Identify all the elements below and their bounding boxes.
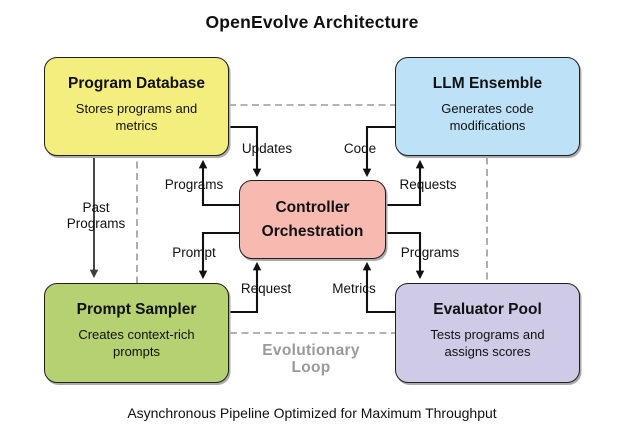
node-evaluator-pool-title: Evaluator Pool <box>433 301 542 318</box>
node-program-database-subtitle: Stores programs and metrics <box>75 101 198 134</box>
node-evaluator-pool-subtitle: Tests programs and assigns scores <box>430 327 545 360</box>
edge-request-arrow <box>229 261 262 314</box>
node-prompt-sampler-title: Prompt Sampler <box>76 301 197 318</box>
node-evaluator-pool: Evaluator Pool Tests programs and assign… <box>395 283 580 383</box>
edge-prompt-arrow <box>198 231 239 280</box>
edge-label-programs-to-evaluator: Programs <box>400 245 460 260</box>
edge-updates-arrow <box>229 125 262 178</box>
diagram-title: OpenEvolve Architecture <box>205 12 419 32</box>
loop-label-line1: Evolutionary <box>262 342 360 359</box>
node-llm-ensemble-title: LLM Ensemble <box>432 75 543 92</box>
node-llm-ensemble: LLM Ensemble Generates code modification… <box>395 57 580 156</box>
edge-programs-to-evaluator-arrow <box>386 231 425 280</box>
edge-requests-arrow <box>386 159 425 207</box>
edge-label-request: Request <box>240 281 292 296</box>
node-prompt-sampler-subtitle: Creates context-rich prompts <box>78 327 195 360</box>
node-program-database-title: Program Database <box>68 75 205 92</box>
edge-label-code: Code <box>343 141 377 156</box>
loop-label-line2: Loop <box>291 359 331 377</box>
edge-metrics-arrow <box>362 261 395 314</box>
node-prompt-sampler: Prompt Sampler Creates context-rich prom… <box>44 283 229 383</box>
edge-label-metrics: Metrics <box>332 281 376 296</box>
diagram-caption: Asynchronous Pipeline Optimized for Maxi… <box>127 405 497 421</box>
edge-programs-to-database-arrow <box>198 159 239 207</box>
edge-label-prompt: Prompt <box>172 245 216 260</box>
node-controller-orchestration-title: Controller Orchestration <box>261 199 364 240</box>
edge-label-programs-to-database: Programs <box>164 177 224 192</box>
node-program-database: Program Database Stores programs and met… <box>44 57 229 156</box>
edge-label-past-programs: Past Programs <box>66 200 126 231</box>
edge-label-requests: Requests <box>399 177 457 192</box>
edge-code-arrow <box>362 125 395 178</box>
evolutionary-loop-label: Evolutionary Loop <box>262 342 359 377</box>
edge-label-updates: Updates <box>241 141 293 156</box>
node-llm-ensemble-subtitle: Generates code modifications <box>441 101 534 134</box>
evolutionary-loop-boundary <box>136 104 488 334</box>
node-controller-orchestration: Controller Orchestration <box>239 180 386 259</box>
